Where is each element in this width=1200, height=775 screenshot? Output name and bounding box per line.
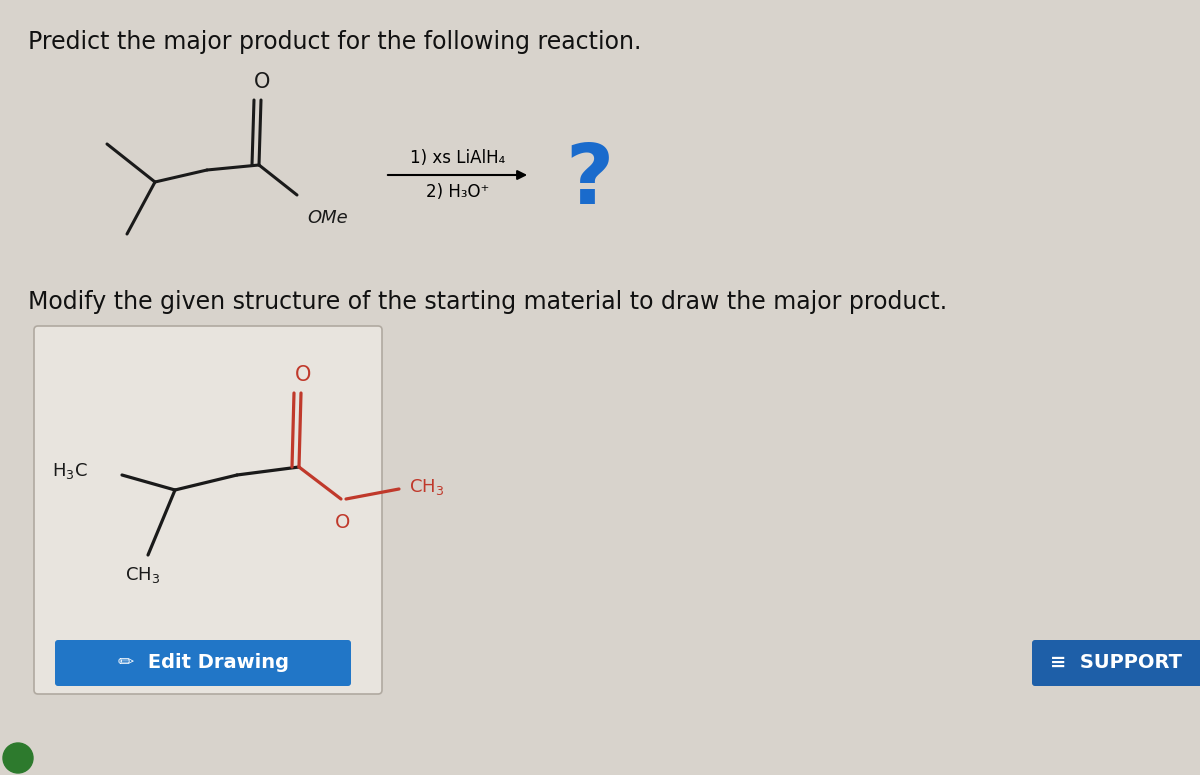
Text: Predict the major product for the following reaction.: Predict the major product for the follow… (28, 30, 641, 54)
Circle shape (2, 743, 34, 773)
Text: ✏  Edit Drawing: ✏ Edit Drawing (118, 653, 288, 673)
Text: 1) xs LiAlH₄: 1) xs LiAlH₄ (410, 149, 505, 167)
Text: H$_3$C: H$_3$C (53, 461, 88, 481)
Text: O: O (254, 72, 270, 92)
Text: ?: ? (565, 140, 613, 221)
FancyBboxPatch shape (1032, 640, 1200, 686)
Text: O: O (295, 365, 311, 385)
Text: 2) H₃O⁺: 2) H₃O⁺ (426, 183, 490, 201)
FancyBboxPatch shape (55, 640, 352, 686)
Text: ≡  SUPPORT: ≡ SUPPORT (1050, 653, 1182, 673)
Text: CH$_3$: CH$_3$ (125, 565, 161, 585)
Text: OMe: OMe (307, 209, 348, 227)
Text: CH$_3$: CH$_3$ (409, 477, 444, 497)
Text: O: O (335, 513, 350, 532)
FancyBboxPatch shape (34, 326, 382, 694)
Text: Modify the given structure of the starting material to draw the major product.: Modify the given structure of the starti… (28, 290, 947, 314)
